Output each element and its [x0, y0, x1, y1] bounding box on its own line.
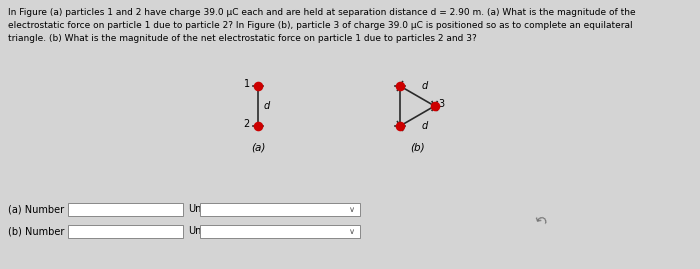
Text: d: d — [421, 81, 428, 91]
Text: 1: 1 — [244, 79, 250, 89]
Point — [429, 104, 440, 108]
Point — [394, 124, 405, 128]
Text: Units: Units — [188, 204, 213, 214]
Text: d: d — [421, 121, 428, 131]
Text: ↶: ↶ — [531, 211, 550, 231]
Point — [253, 124, 264, 128]
Text: (a) Number: (a) Number — [8, 204, 64, 214]
FancyBboxPatch shape — [200, 225, 360, 238]
Text: 2: 2 — [244, 119, 250, 129]
Text: (b): (b) — [410, 143, 425, 153]
Text: In Figure (a) particles 1 and 2 have charge 39.0 μC each and are held at separat: In Figure (a) particles 1 and 2 have cha… — [8, 8, 636, 43]
Point — [253, 84, 264, 88]
FancyBboxPatch shape — [200, 203, 360, 215]
Text: ∨: ∨ — [349, 226, 355, 235]
FancyBboxPatch shape — [68, 203, 183, 215]
Text: ∨: ∨ — [349, 204, 355, 214]
Text: (a): (a) — [251, 143, 265, 153]
Text: (b) Number: (b) Number — [8, 226, 64, 236]
Point — [394, 84, 405, 88]
Text: 3: 3 — [439, 99, 444, 109]
Text: d: d — [264, 101, 270, 111]
FancyBboxPatch shape — [68, 225, 183, 238]
Text: Units: Units — [188, 226, 213, 236]
